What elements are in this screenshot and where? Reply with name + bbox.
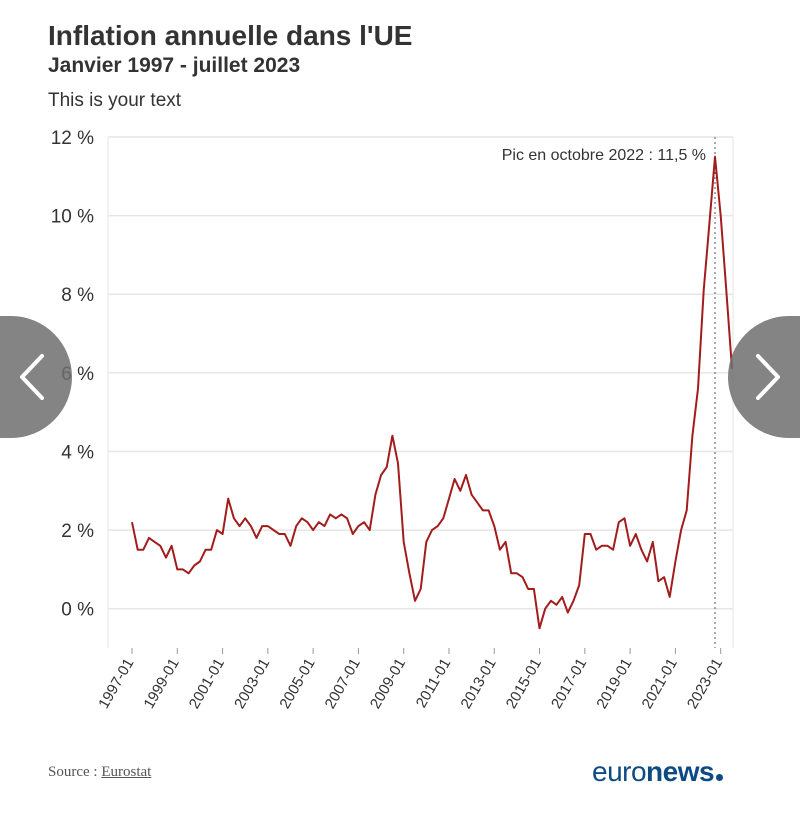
chart-subtitle: Janvier 1997 - juillet 2023 <box>48 54 301 77</box>
x-tick-label: 2013-01 <box>457 656 499 712</box>
x-tick-label: 2003-01 <box>231 656 273 712</box>
chevron-left-icon <box>20 354 44 400</box>
logo-dot <box>716 774 724 781</box>
x-tick-label: 2017-01 <box>548 656 590 712</box>
y-tick-label: 2 % <box>61 521 94 542</box>
y-tick-label: 8 % <box>61 285 94 306</box>
chevron-right-icon <box>756 354 780 400</box>
x-tick-label: 2021-01 <box>639 656 681 712</box>
y-tick-label: 10 % <box>51 207 94 228</box>
x-tick-label: 1997-01 <box>95 656 137 712</box>
source-note: Source : Eurostat <box>48 764 151 781</box>
x-tick-label: 1999-01 <box>140 656 182 712</box>
x-tick-label: 2011-01 <box>413 656 455 711</box>
source-link[interactable]: Eurostat <box>101 764 152 780</box>
logo-bold-text: news <box>646 756 715 787</box>
y-tick-label: 12 % <box>51 128 94 149</box>
x-tick-label: 2001-01 <box>186 656 228 712</box>
x-tick-label: 2019-01 <box>593 656 635 712</box>
source-prefix: Source : <box>48 764 102 780</box>
x-tick-label: 2007-01 <box>322 656 364 712</box>
y-tick-label: 0 % <box>61 600 94 621</box>
logo-light-text: euro <box>592 756 647 787</box>
y-tick-label: 4 % <box>61 442 94 463</box>
x-tick-label: 2009-01 <box>367 656 409 712</box>
inflation-series-line <box>131 155 733 630</box>
x-tick-label: 2015-01 <box>503 656 545 712</box>
peak-annotation: Pic en octobre 2022 : 11,5 % <box>502 147 706 164</box>
chart-note: This is your text <box>48 90 182 111</box>
x-tick-label: 2023-01 <box>684 656 726 712</box>
chart-title: Inflation annuelle dans l'UE <box>48 20 413 51</box>
euronews-logo: euronews <box>592 756 724 788</box>
x-tick-label: 2005-01 <box>276 656 318 712</box>
line-chart: 0 %2 %4 %6 %8 %10 %12 %1997-01 1999-01 200… <box>51 128 734 712</box>
